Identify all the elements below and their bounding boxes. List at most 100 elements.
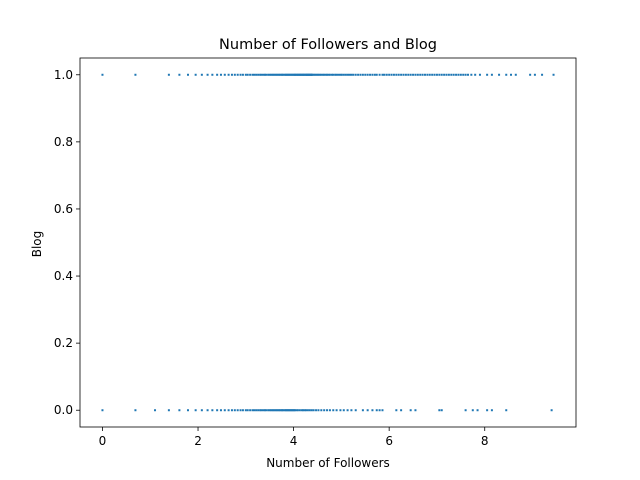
data-point — [265, 73, 268, 76]
x-tick-label: 8 — [481, 434, 489, 448]
data-point — [249, 409, 252, 412]
data-point — [478, 73, 481, 76]
data-point — [533, 73, 536, 76]
y-tick-label: 1.0 — [54, 68, 73, 82]
data-point — [134, 73, 137, 76]
data-point — [457, 73, 460, 76]
data-point — [227, 73, 230, 76]
data-point — [263, 73, 266, 76]
data-point — [263, 409, 266, 412]
data-point — [350, 409, 353, 412]
data-point — [308, 409, 311, 412]
data-point — [294, 409, 297, 412]
data-point — [350, 73, 353, 76]
data-point — [416, 73, 419, 76]
data-point — [388, 73, 391, 76]
data-point — [178, 73, 181, 76]
data-point — [249, 73, 252, 76]
data-point — [276, 409, 279, 412]
data-point — [397, 73, 400, 76]
data-point — [364, 73, 367, 76]
data-point — [339, 409, 342, 412]
y-axis-label: Blog — [30, 231, 44, 258]
data-point — [262, 409, 265, 412]
data-point — [251, 73, 254, 76]
data-point — [211, 409, 214, 412]
data-point — [440, 409, 443, 412]
data-point — [270, 73, 273, 76]
data-point — [200, 409, 203, 412]
data-point — [305, 409, 308, 412]
data-point — [282, 409, 285, 412]
data-point — [335, 409, 338, 412]
data-point — [342, 409, 345, 412]
data-point — [186, 73, 189, 76]
data-point — [443, 73, 446, 76]
data-point — [490, 73, 493, 76]
data-point — [206, 409, 209, 412]
data-point — [328, 409, 331, 412]
data-point — [354, 409, 357, 412]
data-point — [253, 73, 256, 76]
data-point — [371, 73, 374, 76]
data-point — [428, 73, 431, 76]
data-point — [395, 409, 398, 412]
data-point — [260, 73, 263, 76]
data-point — [317, 73, 320, 76]
data-point — [311, 73, 314, 76]
data-point — [431, 73, 434, 76]
data-point — [486, 409, 489, 412]
data-point — [303, 409, 306, 412]
data-point — [404, 73, 407, 76]
data-point — [352, 73, 355, 76]
data-point — [464, 73, 467, 76]
data-point — [223, 73, 226, 76]
data-point — [438, 409, 441, 412]
data-point — [383, 73, 386, 76]
data-point — [419, 73, 422, 76]
data-point — [326, 73, 329, 76]
data-point — [447, 73, 450, 76]
data-point — [310, 409, 313, 412]
y-tick-label: 0.6 — [54, 202, 73, 216]
data-point — [326, 409, 329, 412]
data-point — [455, 73, 458, 76]
x-tick-label: 2 — [194, 434, 202, 448]
data-point — [230, 409, 233, 412]
data-point — [262, 73, 265, 76]
data-point — [390, 73, 393, 76]
data-point — [219, 409, 222, 412]
data-point — [101, 409, 104, 412]
data-point — [320, 73, 323, 76]
data-point — [219, 73, 222, 76]
data-point — [514, 73, 517, 76]
data-point — [328, 73, 331, 76]
data-point — [246, 73, 249, 76]
data-point — [541, 73, 544, 76]
data-point — [312, 409, 315, 412]
x-axis-label: Number of Followers — [266, 456, 390, 470]
data-point — [550, 409, 553, 412]
data-point — [378, 409, 381, 412]
data-point — [392, 73, 395, 76]
data-point — [211, 73, 214, 76]
y-tick-label: 0.4 — [54, 269, 73, 283]
data-points — [101, 73, 555, 412]
data-point — [239, 73, 242, 76]
x-tick-label: 0 — [99, 434, 107, 448]
data-point — [268, 409, 271, 412]
data-point — [330, 73, 333, 76]
data-point — [268, 73, 271, 76]
chart-title: Number of Followers and Blog — [219, 37, 437, 53]
data-point — [552, 73, 555, 76]
data-point — [260, 409, 263, 412]
y-tick-label: 0.2 — [54, 336, 73, 350]
data-point — [409, 73, 412, 76]
data-point — [267, 409, 270, 412]
y-axis: 0.0 0.2 0.4 0.6 0.8 1.0 — [54, 68, 80, 417]
data-point — [462, 73, 465, 76]
data-point — [302, 409, 305, 412]
data-point — [385, 73, 388, 76]
data-point — [324, 73, 327, 76]
data-point — [200, 73, 203, 76]
